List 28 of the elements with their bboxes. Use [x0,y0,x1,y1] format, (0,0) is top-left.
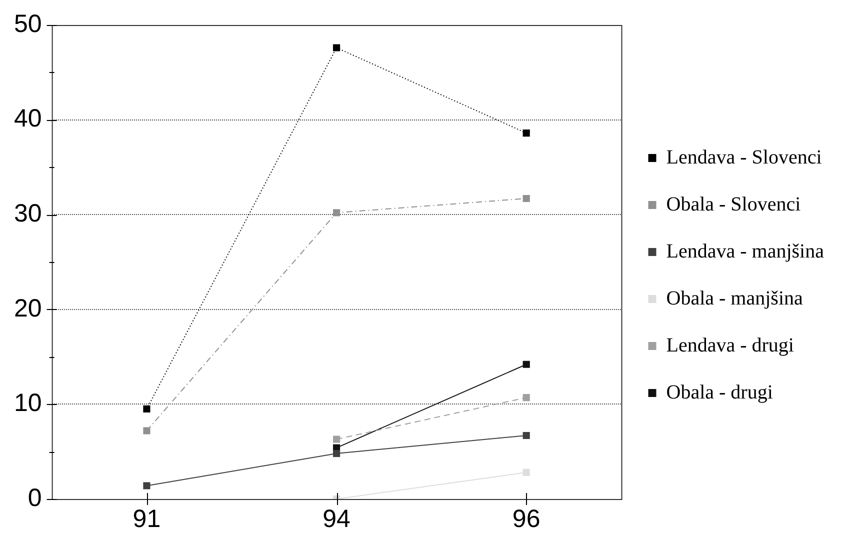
y-tick-label: 20 [14,294,42,322]
point [332,44,340,52]
y-tick-label: 50 [14,10,42,38]
legend-label: Lendava - Slovenci [666,146,822,168]
legend-label: Lendava - manjšina [666,240,824,262]
point [332,436,340,443]
point [522,394,530,402]
point [522,130,530,137]
legend-label: Obala - drugi [666,381,774,404]
point [143,482,150,490]
point [522,468,530,476]
legend-label: Obala - manjšina [666,287,803,310]
x-tick-label: 91 [132,504,161,533]
legend-label: Obala - Slovenci [666,193,802,216]
y-tick-label: 30 [14,199,42,228]
x-tick-label: 96 [512,504,540,533]
point [522,194,530,202]
point [522,360,530,368]
y-tick-label: 10 [14,389,42,418]
y-tick-label: 40 [14,104,42,133]
point [522,432,530,440]
y-tick-label: 0 [28,484,42,512]
point [332,209,340,216]
x-tick-label: 94 [322,504,351,533]
point [143,427,150,434]
point [332,450,340,458]
point [143,405,150,412]
legend-label: Lendava - drugi [666,334,794,356]
